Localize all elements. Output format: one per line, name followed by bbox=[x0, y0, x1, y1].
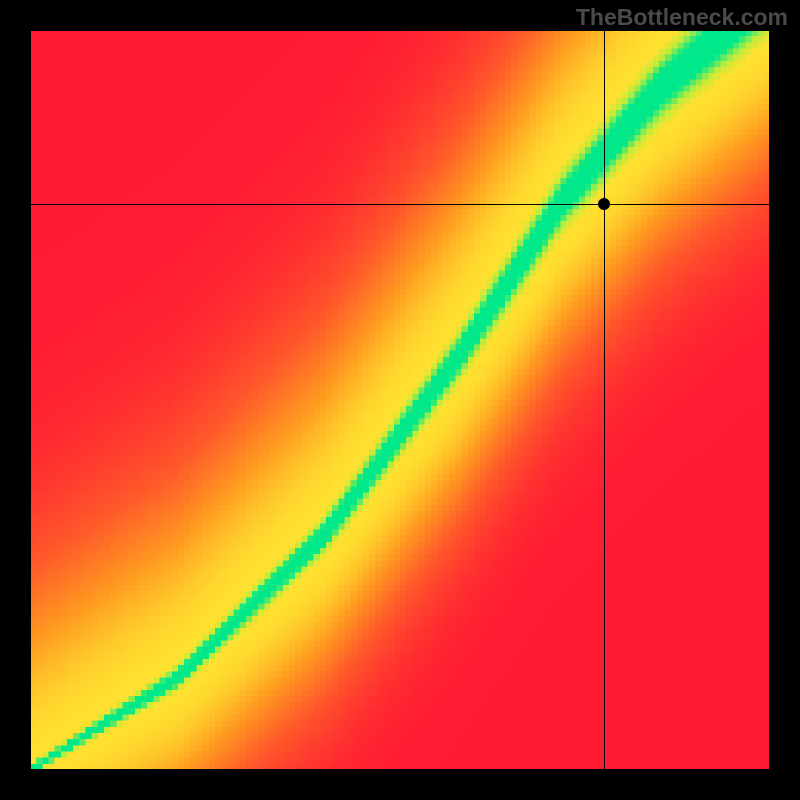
heatmap-canvas bbox=[30, 30, 770, 770]
bottleneck-heatmap bbox=[30, 30, 770, 770]
crosshair-marker bbox=[598, 198, 610, 210]
watermark-text: TheBottleneck.com bbox=[576, 4, 788, 31]
crosshair-vertical bbox=[604, 30, 605, 770]
crosshair-horizontal bbox=[30, 204, 770, 205]
